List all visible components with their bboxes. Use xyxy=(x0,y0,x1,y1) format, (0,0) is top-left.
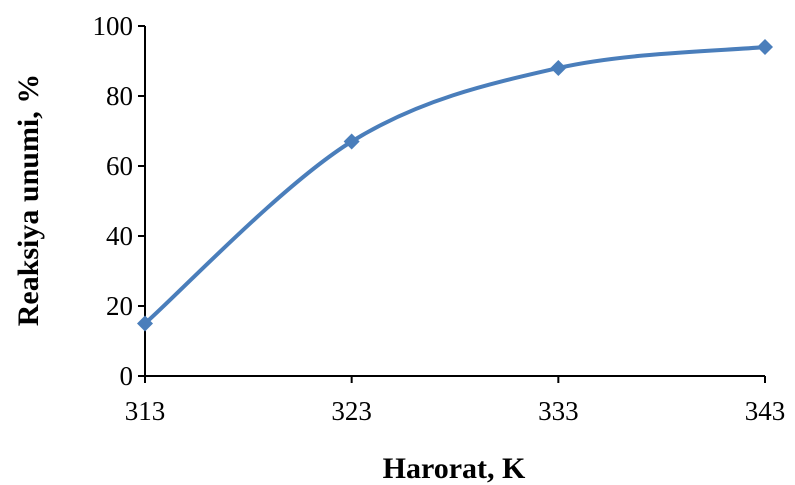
series-line xyxy=(143,45,767,326)
y-tick-label: 20 xyxy=(106,291,133,321)
y-axis-title: Reaksiya unumi, % xyxy=(12,74,45,327)
data-point-marker xyxy=(757,39,773,55)
x-tick-label: 343 xyxy=(745,396,786,426)
x-axis-title: Harorat, K xyxy=(383,452,526,485)
x-axis-ticks: 313 323 333 343 xyxy=(125,376,786,426)
x-tick-label: 313 xyxy=(125,396,166,426)
y-axis-ticks: 0 20 40 60 80 100 xyxy=(93,11,145,391)
y-tick-label: 40 xyxy=(106,221,133,251)
y-tick-label: 80 xyxy=(106,81,133,111)
y-tick-label: 0 xyxy=(120,361,134,391)
series-group xyxy=(137,39,773,332)
data-point-marker xyxy=(550,60,567,76)
axes xyxy=(144,26,765,377)
y-tick-label: 60 xyxy=(106,151,133,181)
x-tick-label: 333 xyxy=(538,396,579,426)
x-tick-label: 323 xyxy=(331,396,372,426)
y-tick-label: 100 xyxy=(93,11,134,41)
data-point-marker xyxy=(137,315,153,332)
data-point-marker xyxy=(343,133,360,150)
